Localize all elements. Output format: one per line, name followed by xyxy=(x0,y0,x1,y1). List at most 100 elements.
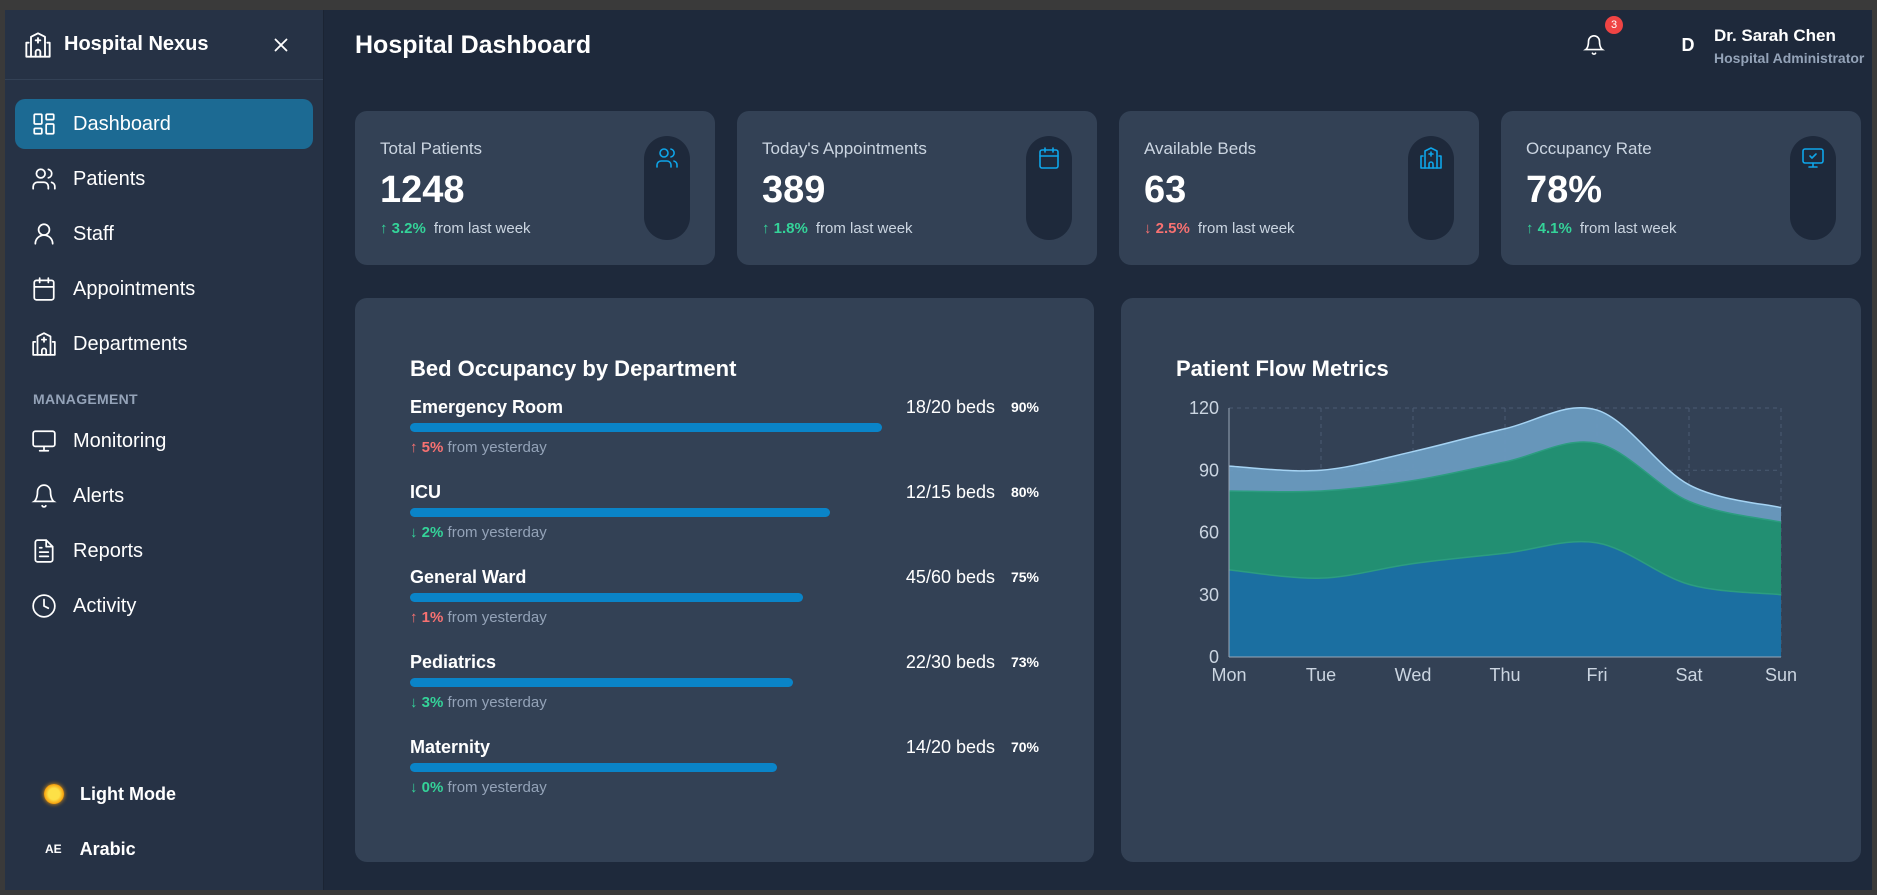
hospital-icon xyxy=(1420,147,1442,169)
sidebar-bottom: Light Mode AE Arabic xyxy=(5,762,323,872)
occupancy-bar xyxy=(410,423,977,432)
department-change-suffix: from yesterday xyxy=(447,609,547,626)
stat-icon-pill xyxy=(1026,136,1072,240)
department-name: ICU xyxy=(410,481,441,502)
x-tick-label: Fri xyxy=(1587,665,1608,685)
occupancy-bar xyxy=(410,508,977,517)
sidebar-item-label: Dashboard xyxy=(73,112,171,135)
users-icon xyxy=(656,148,678,168)
stat-label: Today's Appointments xyxy=(762,139,927,158)
stat-value: 63 xyxy=(1144,169,1187,211)
sidebar-nav: Dashboard Patients Staff Appointments De… xyxy=(5,80,323,631)
sidebar-item-label: Departments xyxy=(73,332,188,355)
topbar: Hospital Dashboard 3 D Dr. Sarah Chen Ho… xyxy=(324,10,1872,80)
department-row: General Ward 45/60 beds 75% ↑ 1% from yest… xyxy=(410,566,1039,651)
x-tick-label: Wed xyxy=(1395,665,1432,685)
theme-toggle[interactable]: Light Mode xyxy=(31,771,297,817)
department-beds: 18/20 beds xyxy=(905,396,995,417)
stat-label: Occupancy Rate xyxy=(1526,139,1652,158)
stat-card-total-patients: Total Patients 1248 ↑ 3.2% from last week xyxy=(355,111,715,265)
sidebar-item-label: Activity xyxy=(73,594,137,617)
sidebar: Hospital Nexus Dashboard Patients Staff … xyxy=(5,10,324,890)
panel-title: Patient Flow Metrics xyxy=(1176,356,1389,381)
user-name: Dr. Sarah Chen xyxy=(1714,26,1836,45)
sidebar-item-label: Alerts xyxy=(73,484,125,507)
sidebar-item-appointments[interactable]: Appointments xyxy=(15,264,313,314)
sidebar-item-reports[interactable]: Reports xyxy=(15,526,313,576)
monitor-check-icon xyxy=(1802,148,1824,168)
building-icon xyxy=(32,332,56,356)
stat-label: Total Patients xyxy=(380,139,483,158)
occupancy-bar-fill xyxy=(410,763,778,772)
department-pct: 80% xyxy=(1010,484,1039,500)
y-tick-label: 120 xyxy=(1189,398,1219,418)
occupancy-bar xyxy=(410,678,977,687)
sidebar-item-monitoring[interactable]: Monitoring xyxy=(15,416,313,466)
department-row: Emergency Room 18/20 beds 90% ↑ 5% from ye… xyxy=(410,396,1039,481)
department-change-suffix: from yesterday xyxy=(447,524,547,541)
department-beds: 22/30 beds xyxy=(905,651,995,672)
stat-change: ↑ 4.1% from last week xyxy=(1526,220,1836,237)
notification-bell-icon[interactable] xyxy=(1583,33,1605,57)
area-series-line-2 xyxy=(1228,441,1782,523)
notification-badge: 3 xyxy=(1605,16,1623,34)
y-tick-label: 30 xyxy=(1199,585,1219,605)
sidebar-item-label: Patients xyxy=(73,167,146,190)
department-change-value: ↑ 1% xyxy=(410,609,444,626)
department-name: General Ward xyxy=(410,566,527,587)
main-content: Hospital Dashboard 3 D Dr. Sarah Chen Ho… xyxy=(324,10,1872,890)
patient-flow-chart: 0 30 60 90 120 Mon Tue Wed Thu Fri Sat Sun xyxy=(1161,398,1841,758)
department-change-suffix: from yesterday xyxy=(447,779,547,796)
department-change-value: ↓ 0% xyxy=(410,779,444,796)
sidebar-item-departments[interactable]: Departments xyxy=(15,319,313,369)
clock-icon xyxy=(32,594,56,618)
sidebar-item-label: Monitoring xyxy=(73,429,167,452)
avatar[interactable]: D xyxy=(1681,35,1695,55)
calendar-icon xyxy=(1039,147,1059,169)
language-label: Arabic xyxy=(79,838,136,859)
user-info[interactable]: Dr. Sarah Chen Hospital Administrator xyxy=(1714,26,1864,66)
close-icon[interactable] xyxy=(270,34,292,56)
department-list: Emergency Room 18/20 beds 90% ↑ 5% from ye… xyxy=(410,396,1039,821)
sidebar-item-dashboard[interactable]: Dashboard xyxy=(15,99,313,149)
sun-icon xyxy=(44,784,64,804)
stat-value: 1248 xyxy=(380,169,465,211)
x-tick-label: Mon xyxy=(1211,665,1246,685)
department-name: Pediatrics xyxy=(410,651,497,672)
monitor-icon xyxy=(32,430,56,452)
area-series-line-3 xyxy=(1228,406,1782,509)
department-change: ↓ 2% from yesterday xyxy=(410,524,1039,541)
user-role: Hospital Administrator xyxy=(1714,50,1865,66)
brand: Hospital Nexus xyxy=(5,10,323,80)
area-series-line-1 xyxy=(1228,540,1782,596)
y-tick-label: 90 xyxy=(1199,460,1219,480)
stat-change: ↑ 3.2% from last week xyxy=(380,220,690,237)
language-switch[interactable]: AE Arabic xyxy=(31,826,297,872)
stat-icon-pill xyxy=(1408,136,1454,240)
x-tick-label: Thu xyxy=(1489,665,1520,685)
bed-occupancy-panel: Bed Occupancy by Department Emergency Ro… xyxy=(355,298,1094,862)
sidebar-item-alerts[interactable]: Alerts xyxy=(15,471,313,521)
theme-toggle-label: Light Mode xyxy=(80,783,176,804)
stat-label: Available Beds xyxy=(1144,139,1257,158)
department-change: ↓ 3% from yesterday xyxy=(410,694,1039,711)
occupancy-bar-fill xyxy=(410,508,830,517)
department-change-value: ↑ 5% xyxy=(410,439,444,456)
sidebar-item-patients[interactable]: Patients xyxy=(15,154,313,204)
department-name: Maternity xyxy=(410,736,491,757)
y-tick-label: 0 xyxy=(1209,647,1219,667)
area-chart: 0 30 60 90 120 Mon Tue Wed Thu Fri Sat Sun xyxy=(1189,398,1797,685)
sidebar-item-label: Staff xyxy=(73,222,114,245)
stat-change-suffix: from last week xyxy=(433,220,531,237)
sidebar-item-activity[interactable]: Activity xyxy=(15,581,313,631)
area-series-1 xyxy=(1229,541,1781,657)
department-change: ↓ 0% from yesterday xyxy=(410,779,1039,796)
stat-change-suffix: from last week xyxy=(1197,220,1295,237)
occupancy-bar xyxy=(410,593,977,602)
department-change: ↑ 1% from yesterday xyxy=(410,609,1039,626)
department-change-value: ↓ 2% xyxy=(410,524,444,541)
department-pct: 73% xyxy=(1010,654,1039,670)
sidebar-item-staff[interactable]: Staff xyxy=(15,209,313,259)
department-beds: 45/60 beds xyxy=(905,566,995,587)
page-title: Hospital Dashboard xyxy=(355,30,592,59)
